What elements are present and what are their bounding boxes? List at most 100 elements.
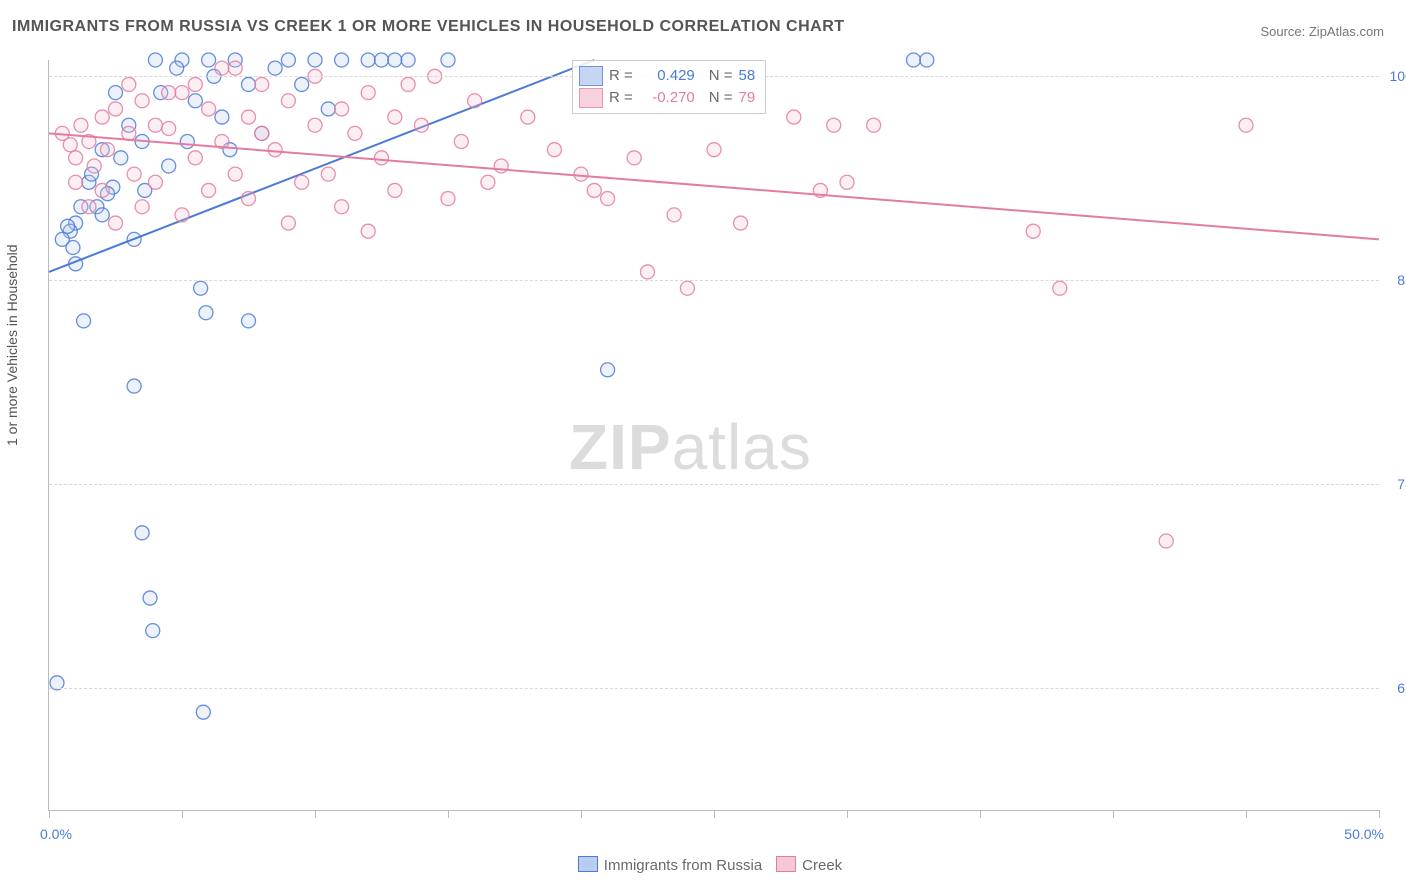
data-point <box>441 192 455 206</box>
data-point <box>680 281 694 295</box>
data-point <box>162 121 176 135</box>
data-point <box>77 314 91 328</box>
data-point <box>361 86 375 100</box>
data-point <box>109 216 123 230</box>
legend-r-value: 0.429 <box>639 65 695 87</box>
data-point <box>148 118 162 132</box>
data-point <box>335 200 349 214</box>
data-point <box>907 53 921 67</box>
data-point <box>468 94 482 108</box>
data-point <box>148 53 162 67</box>
data-point <box>375 53 389 67</box>
data-point <box>188 94 202 108</box>
correlation-legend: R =0.429N =58R =-0.270N =79 <box>572 60 766 114</box>
x-tick <box>1379 810 1380 818</box>
data-point <box>202 53 216 67</box>
data-point <box>215 110 229 124</box>
data-point <box>146 624 160 638</box>
data-point <box>55 232 69 246</box>
data-point <box>175 86 189 100</box>
data-point <box>308 53 322 67</box>
data-point <box>101 143 115 157</box>
data-point <box>401 53 415 67</box>
data-point <box>162 86 176 100</box>
data-point <box>1053 281 1067 295</box>
x-tick <box>847 810 848 818</box>
chart-source: Source: ZipAtlas.com <box>1260 24 1384 39</box>
y-tick-label: 87.5% <box>1385 272 1406 288</box>
data-point <box>574 167 588 181</box>
data-point <box>87 159 101 173</box>
data-point <box>281 216 295 230</box>
data-point <box>268 143 282 157</box>
legend-row: R =0.429N =58 <box>579 65 755 87</box>
data-point <box>228 61 242 75</box>
data-point <box>143 591 157 605</box>
gridline <box>49 484 1379 485</box>
x-tick <box>448 810 449 818</box>
chart-title: IMMIGRANTS FROM RUSSIA VS CREEK 1 OR MOR… <box>12 18 845 36</box>
legend-r-value: -0.270 <box>639 87 695 109</box>
data-point <box>335 102 349 116</box>
data-point <box>494 159 508 173</box>
data-point <box>61 219 75 233</box>
x-tick <box>1113 810 1114 818</box>
legend-n-value: 58 <box>739 65 756 87</box>
data-point <box>69 175 83 189</box>
y-tick-label: 62.5% <box>1385 680 1406 696</box>
data-point <box>1026 224 1040 238</box>
data-point <box>388 183 402 197</box>
data-point <box>641 265 655 279</box>
x-axis-max-label: 50.0% <box>1344 826 1384 842</box>
x-tick <box>581 810 582 818</box>
data-point <box>375 151 389 165</box>
data-point <box>215 61 229 75</box>
data-point <box>361 53 375 67</box>
bottom-legend-swatch <box>776 856 796 872</box>
data-point <box>194 281 208 295</box>
data-point <box>601 363 615 377</box>
data-point <box>1239 118 1253 132</box>
data-point <box>122 126 136 140</box>
data-point <box>63 138 77 152</box>
plot-svg <box>49 60 1379 810</box>
y-axis-title: 1 or more Vehicles in Household <box>4 244 20 446</box>
data-point <box>361 224 375 238</box>
data-point <box>109 102 123 116</box>
data-point <box>481 175 495 189</box>
data-point <box>348 126 362 140</box>
legend-r-label: R = <box>609 65 633 87</box>
data-point <box>1159 534 1173 548</box>
legend-row: R =-0.270N =79 <box>579 87 755 109</box>
x-tick <box>1246 810 1247 818</box>
data-point <box>787 110 801 124</box>
x-tick <box>182 810 183 818</box>
data-point <box>162 159 176 173</box>
data-point <box>175 208 189 222</box>
data-point <box>281 94 295 108</box>
series-legend: Immigrants from RussiaCreek <box>0 856 1406 874</box>
data-point <box>242 192 256 206</box>
data-point <box>95 183 109 197</box>
data-point <box>148 175 162 189</box>
x-tick <box>714 810 715 818</box>
data-point <box>840 175 854 189</box>
data-point <box>388 53 402 67</box>
data-point <box>441 53 455 67</box>
data-point <box>321 102 335 116</box>
bottom-legend-label: Immigrants from Russia <box>604 857 762 874</box>
data-point <box>707 143 721 157</box>
data-point <box>82 200 96 214</box>
data-point <box>199 306 213 320</box>
data-point <box>920 53 934 67</box>
data-point <box>388 110 402 124</box>
data-point <box>454 135 468 149</box>
data-point <box>281 53 295 67</box>
data-point <box>109 86 123 100</box>
data-point <box>135 526 149 540</box>
data-point <box>308 118 322 132</box>
bottom-legend-swatch <box>578 856 598 872</box>
data-point <box>122 77 136 91</box>
x-axis-min-label: 0.0% <box>40 826 72 842</box>
data-point <box>587 183 601 197</box>
